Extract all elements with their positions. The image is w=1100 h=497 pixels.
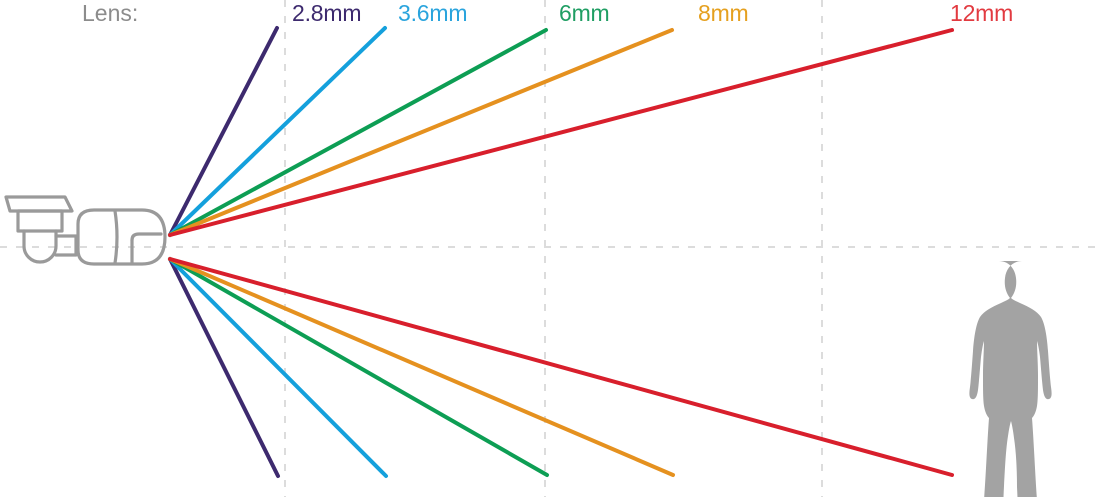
- legend-label-6mm: 6mm: [559, 0, 610, 26]
- ray-lower-8mm: [168, 257, 675, 477]
- ray-upper-2-8mm: [168, 26, 279, 237]
- person-silhouette-icon: [969, 261, 1052, 497]
- ray-upper-12mm: [168, 28, 954, 237]
- field-of-view-rays: [168, 26, 954, 478]
- legend-label-3-6mm: 3.6mm: [398, 0, 468, 26]
- camera-mount-collar: [16, 209, 64, 233]
- camera-body: [76, 208, 167, 266]
- legend-label-2-8mm: 2.8mm: [292, 0, 362, 26]
- ray-lower-6mm: [168, 257, 549, 477]
- camera-body-seam: [113, 209, 119, 265]
- ray-upper-8mm: [168, 28, 674, 237]
- camera-arm: [54, 234, 78, 257]
- legend-label-12mm: 12mm: [950, 0, 1014, 26]
- ray-lower-3-6mm: [168, 257, 388, 478]
- cctv-bullet-camera-icon: [4, 195, 167, 266]
- legend-title: Lens:: [82, 0, 139, 26]
- legend-label-8mm: 8mm: [698, 0, 749, 26]
- ray-lower-2-8mm: [168, 257, 280, 478]
- camera-lens-hood: [130, 232, 163, 242]
- camera-mount-plate: [4, 195, 74, 213]
- ray-lower-12mm: [168, 257, 954, 477]
- camera-swivel-knuckle: [22, 229, 58, 264]
- ray-upper-3-6mm: [168, 26, 387, 237]
- ray-upper-6mm: [168, 28, 548, 237]
